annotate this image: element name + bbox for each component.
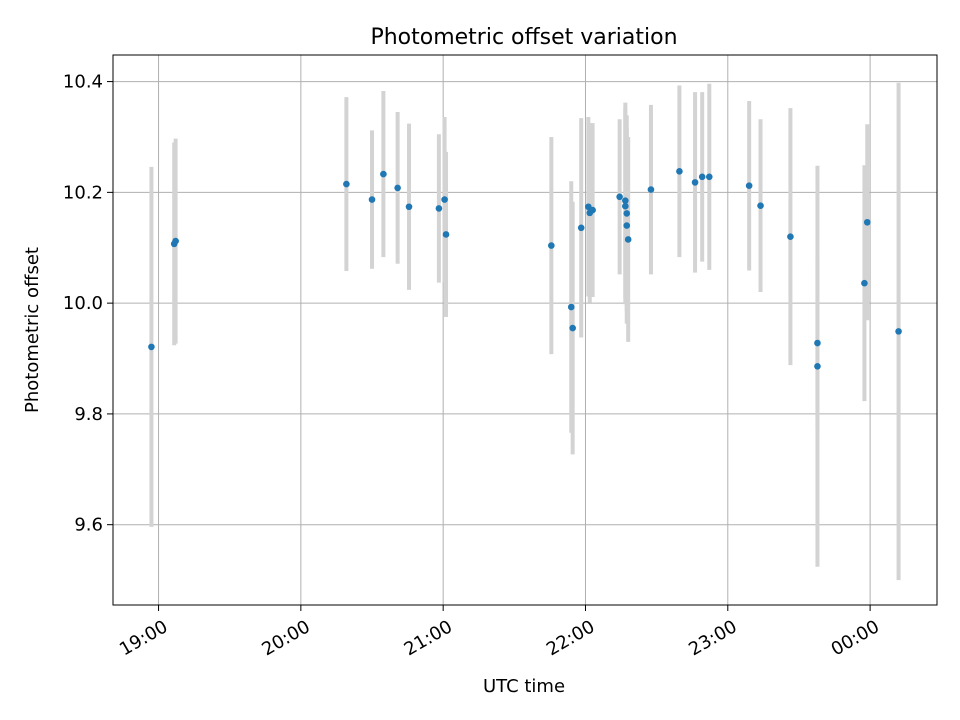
data-point bbox=[623, 222, 631, 229]
data-point bbox=[705, 173, 713, 181]
y-axis-label: Photometric offset bbox=[22, 247, 43, 413]
data-point bbox=[441, 196, 448, 203]
x-axis-label: UTC time bbox=[483, 676, 565, 697]
data-point bbox=[745, 182, 753, 190]
data-point bbox=[787, 233, 794, 240]
data-point bbox=[691, 179, 699, 186]
data-point bbox=[814, 339, 821, 347]
plot-frame bbox=[112, 54, 938, 606]
data-point bbox=[623, 210, 631, 217]
data-point bbox=[548, 242, 555, 249]
data-point bbox=[698, 173, 706, 181]
data-point bbox=[148, 343, 155, 351]
data-point bbox=[569, 324, 576, 332]
data-point bbox=[757, 202, 764, 209]
data-point bbox=[343, 180, 350, 188]
data-point bbox=[624, 236, 632, 243]
y-tick-label: 10.4 bbox=[63, 72, 103, 93]
data-point bbox=[172, 237, 179, 245]
chart-title: Photometric offset variation bbox=[370, 25, 677, 50]
data-point bbox=[616, 193, 623, 201]
data-point bbox=[380, 170, 387, 178]
data-point bbox=[895, 328, 902, 335]
data-point bbox=[405, 203, 413, 211]
y-axis-ticks: 9.6 9.8 10.0 10.2 10.4 bbox=[63, 72, 113, 536]
data-point bbox=[394, 184, 401, 192]
data-point bbox=[589, 206, 596, 214]
y-tick-label: 9.8 bbox=[74, 404, 103, 425]
data-point bbox=[863, 218, 871, 226]
data-point bbox=[567, 303, 575, 311]
data-point bbox=[861, 279, 868, 287]
y-tick-label: 10.0 bbox=[63, 293, 103, 314]
data-point bbox=[622, 197, 629, 204]
data-point bbox=[368, 196, 376, 203]
data-point bbox=[814, 362, 821, 370]
data-point bbox=[676, 168, 683, 175]
y-tick-label: 10.2 bbox=[63, 182, 103, 203]
data-point bbox=[435, 205, 443, 212]
data-point bbox=[622, 202, 629, 210]
y-tick-label: 9.6 bbox=[74, 515, 103, 536]
data-point bbox=[647, 186, 655, 193]
data-point bbox=[442, 231, 450, 238]
data-point bbox=[577, 224, 585, 232]
data-points bbox=[148, 168, 902, 370]
